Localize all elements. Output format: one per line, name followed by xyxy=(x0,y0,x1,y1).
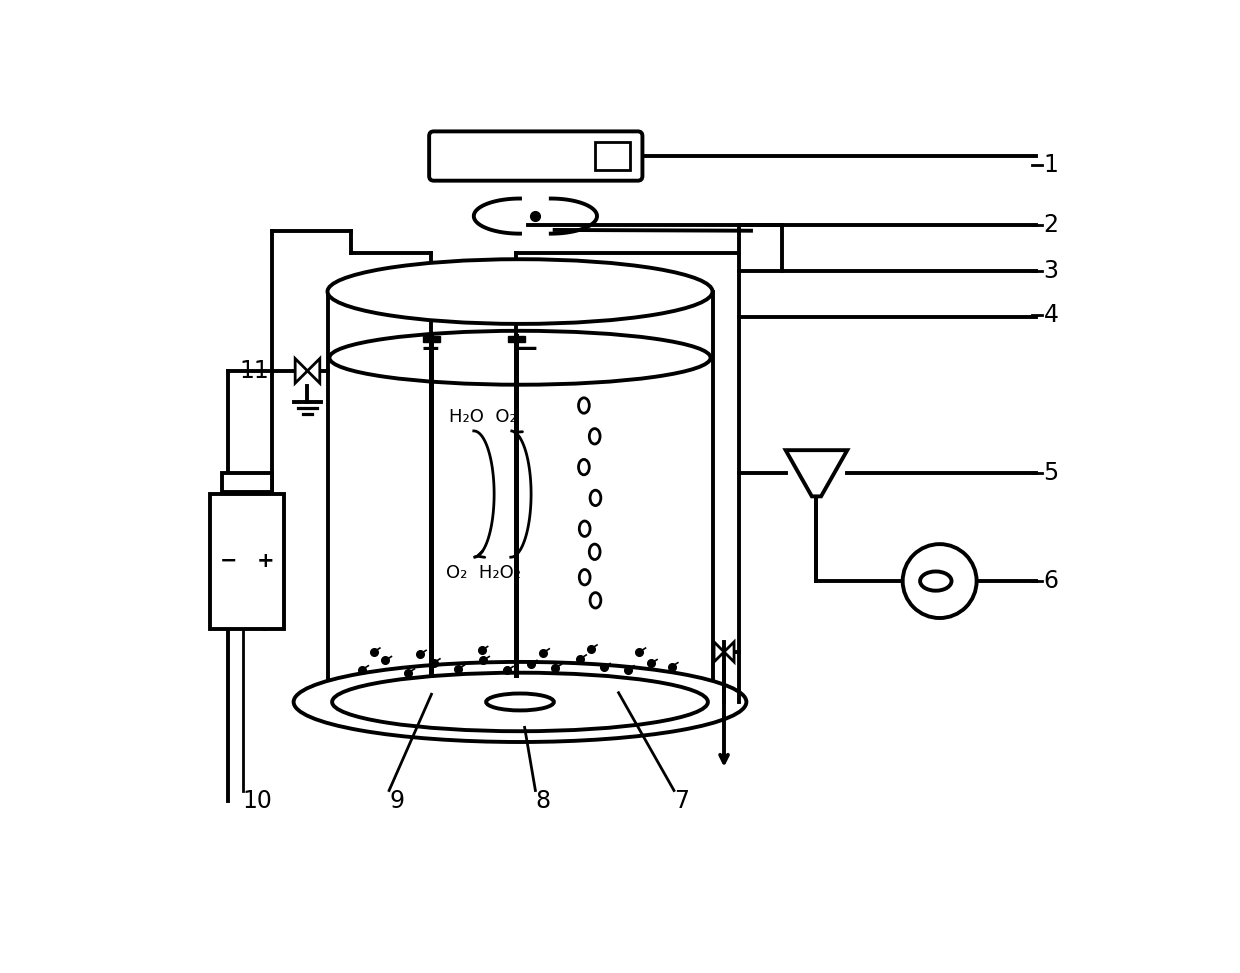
Ellipse shape xyxy=(327,259,713,324)
Polygon shape xyxy=(724,642,734,662)
Circle shape xyxy=(903,544,977,618)
Text: +: + xyxy=(257,551,274,571)
Text: −: − xyxy=(219,551,237,571)
Polygon shape xyxy=(714,642,724,662)
Polygon shape xyxy=(295,358,308,383)
Bar xyxy=(222,473,272,491)
Ellipse shape xyxy=(294,662,746,742)
Bar xyxy=(507,337,525,342)
Text: 10: 10 xyxy=(243,788,273,812)
Text: 4: 4 xyxy=(1044,304,1059,328)
Text: 6: 6 xyxy=(1044,569,1059,594)
Text: 3: 3 xyxy=(1044,259,1059,283)
Text: −: − xyxy=(516,336,539,363)
Text: O₂  H₂O₂: O₂ H₂O₂ xyxy=(445,563,521,582)
Text: 2: 2 xyxy=(1044,212,1059,236)
Text: +: + xyxy=(420,338,440,361)
Text: 11: 11 xyxy=(239,359,269,382)
Text: 1: 1 xyxy=(1044,153,1059,176)
Bar xyxy=(211,494,284,629)
Bar xyxy=(595,142,630,170)
Text: 5: 5 xyxy=(1044,461,1059,486)
FancyBboxPatch shape xyxy=(429,131,642,181)
Text: 9: 9 xyxy=(389,788,404,812)
Text: 8: 8 xyxy=(536,788,551,812)
Bar xyxy=(423,337,440,342)
Text: H₂O  O₂: H₂O O₂ xyxy=(449,408,517,426)
Polygon shape xyxy=(786,450,847,496)
Polygon shape xyxy=(308,358,320,383)
Text: 7: 7 xyxy=(675,788,689,812)
